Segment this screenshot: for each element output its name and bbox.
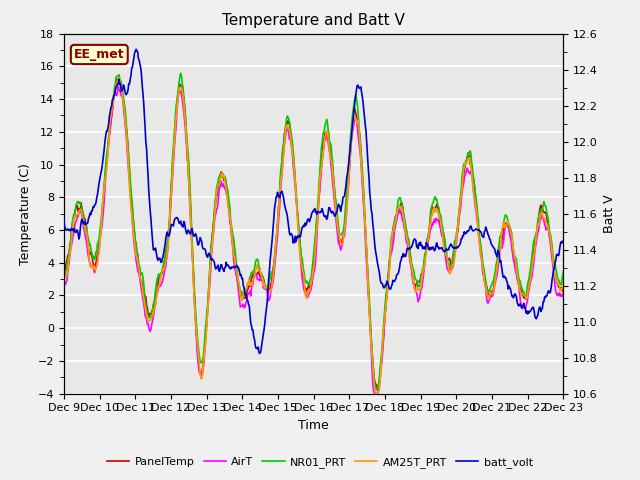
Text: EE_met: EE_met (74, 48, 125, 61)
AM25T_PRT (74, 211, 82, 217)
X-axis label: Time: Time (298, 419, 329, 432)
NR01_PRT (514, 269, 522, 275)
batt_volt (559, 238, 567, 243)
AirT (371, 391, 379, 396)
Y-axis label: Batt V: Batt V (604, 194, 616, 233)
NR01_PRT (194, 340, 202, 346)
batt_volt (142, 139, 150, 145)
Line: AM25T_PRT: AM25T_PRT (64, 78, 563, 394)
AM25T_PRT (482, 283, 490, 289)
PanelTemp (373, 387, 381, 393)
AirT (559, 290, 567, 296)
Legend: PanelTemp, AirT, NR01_PRT, AM25T_PRT, batt_volt: PanelTemp, AirT, NR01_PRT, AM25T_PRT, ba… (102, 452, 538, 472)
NR01_PRT (74, 199, 82, 204)
PanelTemp (224, 193, 232, 199)
AirT (482, 286, 490, 291)
batt_volt (60, 218, 68, 224)
PanelTemp (60, 269, 68, 275)
PanelTemp (113, 76, 121, 82)
AirT (224, 197, 232, 203)
NR01_PRT (177, 71, 185, 76)
NR01_PRT (482, 278, 490, 284)
batt_volt (256, 350, 264, 356)
Line: PanelTemp: PanelTemp (64, 79, 563, 390)
AirT (74, 214, 82, 219)
AM25T_PRT (372, 391, 380, 396)
batt_volt (74, 231, 82, 237)
AM25T_PRT (194, 345, 202, 350)
AM25T_PRT (559, 280, 567, 286)
PanelTemp (194, 352, 202, 358)
NR01_PRT (372, 387, 380, 393)
AirT (60, 281, 68, 287)
AirT (115, 84, 122, 90)
PanelTemp (482, 281, 490, 287)
NR01_PRT (224, 187, 232, 193)
AM25T_PRT (224, 198, 232, 204)
AM25T_PRT (142, 307, 150, 313)
AirT (142, 314, 150, 320)
NR01_PRT (559, 269, 567, 275)
AM25T_PRT (60, 272, 68, 278)
batt_volt (224, 262, 232, 268)
AM25T_PRT (115, 75, 122, 81)
PanelTemp (514, 278, 522, 284)
Title: Temperature and Batt V: Temperature and Batt V (222, 13, 405, 28)
PanelTemp (142, 294, 150, 300)
Line: AirT: AirT (64, 87, 563, 394)
PanelTemp (74, 208, 82, 214)
Y-axis label: Temperature (C): Temperature (C) (19, 163, 32, 264)
NR01_PRT (141, 297, 149, 303)
AM25T_PRT (514, 276, 522, 282)
AirT (514, 278, 522, 284)
AirT (194, 358, 202, 363)
Line: batt_volt: batt_volt (64, 49, 563, 353)
PanelTemp (559, 286, 567, 292)
batt_volt (194, 242, 202, 248)
Line: NR01_PRT: NR01_PRT (64, 73, 563, 390)
NR01_PRT (60, 273, 68, 279)
batt_volt (514, 301, 522, 307)
batt_volt (482, 224, 490, 230)
batt_volt (132, 47, 140, 52)
